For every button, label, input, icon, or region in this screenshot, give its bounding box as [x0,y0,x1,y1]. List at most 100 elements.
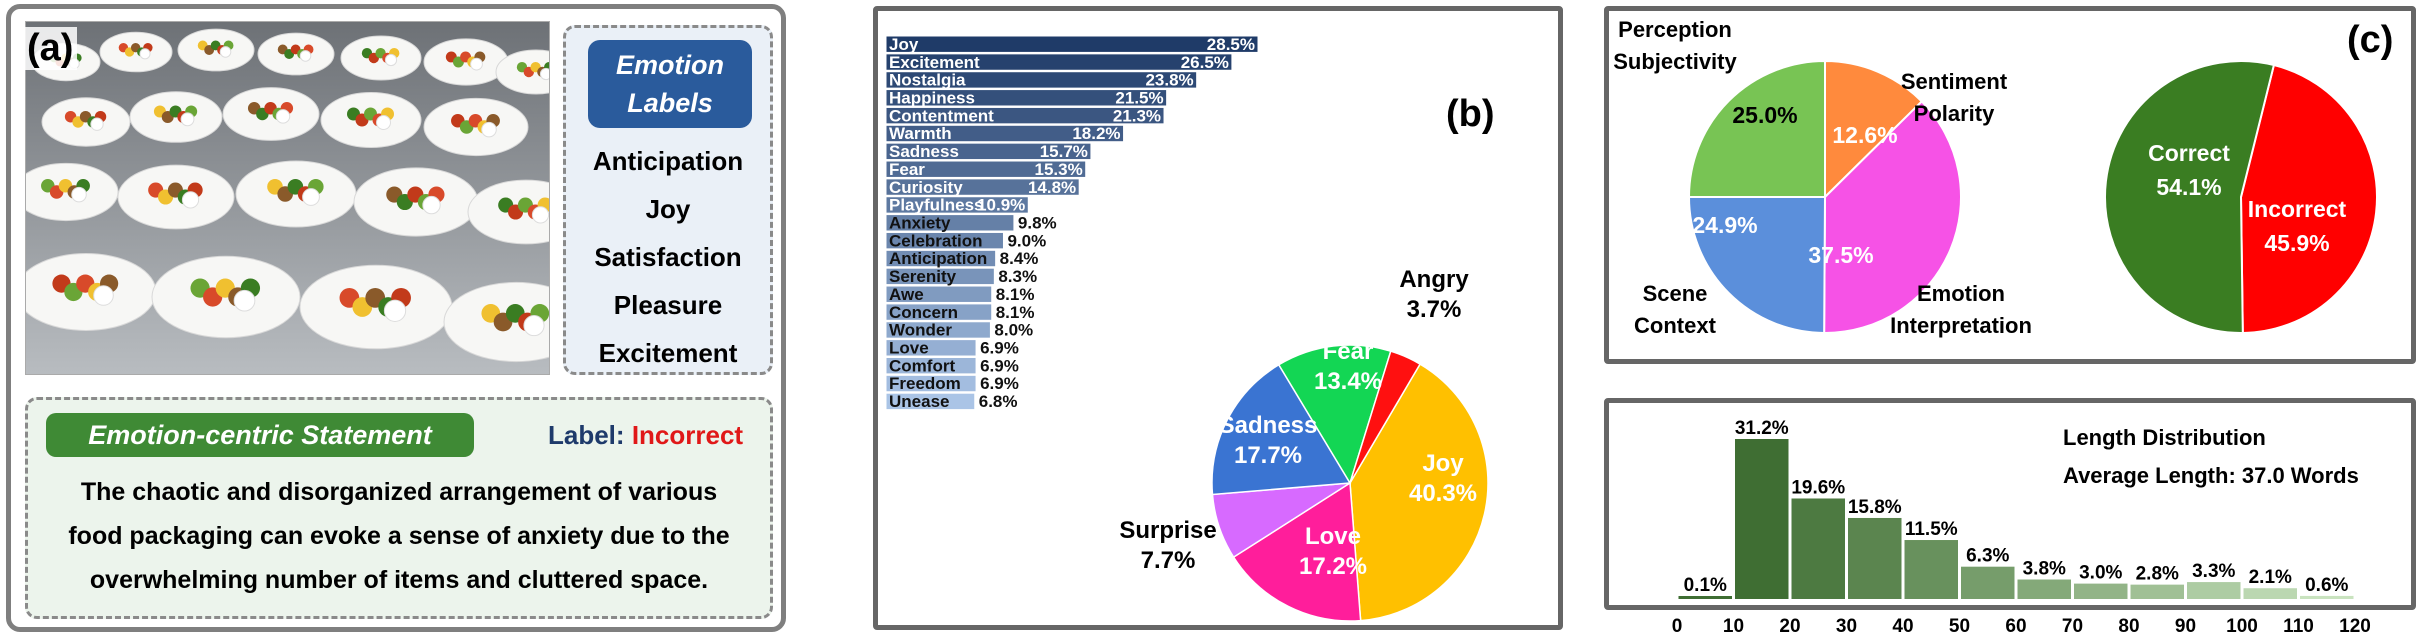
pie-slice-name: Love [1305,523,1361,550]
bar [885,89,1168,107]
bar-value-label: 6.9% [980,356,1019,375]
panel-c-letter: (c) [2347,19,2394,61]
bar-value-label: 6.8% [979,392,1018,411]
pie-slice [1687,59,1826,198]
bar-category-label: Comfort [889,356,955,375]
panel-d: 0.1% 31.2% 19.6% 15.8% 11.5% 6.3% 3.8% 3.0% 2.8%… [1604,398,2416,610]
bar-category-label: Nostalgia [889,71,966,90]
statement-title: Emotion-centric Statement [46,413,474,457]
bar-value-label: 23.8% [1145,71,1193,90]
histogram-bar [2243,588,2297,599]
bar [885,196,1029,214]
bar-category-label: Freedom [889,374,961,393]
pie-slice-name: Incorrect [2248,196,2347,222]
bar-category-label: Anxiety [889,214,951,233]
bar-category-label: Unease [889,392,949,411]
bar-value-label: 28.5% [1207,35,1255,54]
histogram-value-label: 11.5% [1905,519,1958,540]
pie-slice-value: 40.3% [1409,480,1477,507]
bar [885,124,1125,143]
pie-slice-value: 54.1% [2156,174,2221,200]
histogram-x-tick: 120 [2339,616,2371,637]
panel-b-letter: (b) [1446,93,1495,135]
histogram-bar [2300,595,2354,599]
histogram-x-tick: 70 [2062,616,2083,637]
pie-slice-value: 12.6% [1832,122,1897,148]
pie-slice [1349,350,1422,484]
bar-value-label: 9.0% [1007,231,1046,250]
histogram-value-label: 2.1% [2249,567,2292,588]
statement-label: Label: Incorrect [548,420,743,451]
pie-slice-value: 17.2% [1299,553,1367,580]
panel-c: 12.6% 37.5% 24.9% 25.0% Sentiment Polarity Emo… [1604,6,2416,364]
bar-category-label: Sadness [889,142,959,161]
pie-slice [1687,196,1827,335]
bar [885,303,993,321]
emotion-label: Satisfaction [594,242,742,272]
histogram-x-tick: 30 [1836,616,1857,637]
pie-slice-value: 24.9% [1692,212,1757,238]
histogram-bar [2130,584,2184,599]
bar-value-label: 8.3% [998,267,1037,286]
histogram-value-label: 6.3% [1966,546,2009,567]
bar-category-label: Love [889,339,929,358]
bar-value-label: 26.5% [1181,53,1229,72]
histogram-value-label: 0.1% [1684,575,1727,596]
correctness-pie-chart: Incorrect 45.9% Correct 54.1% [2104,60,2378,335]
bar [885,339,977,357]
histogram-bar [1791,498,1845,599]
emotion-bar-chart: Joy 28.5% Excitement 26.5% Nostalgia 23.8% Hap… [885,35,1259,411]
bar [885,214,1015,232]
bar-category-label: Happiness [889,88,975,107]
emotion-statement-box: Emotion-centric Statement Label: Incorre… [25,397,773,619]
bar-category-label: Awe [889,285,924,304]
histogram-bar [1904,540,1958,599]
histogram-value-label: 2.8% [2136,564,2179,585]
label-value: Incorrect [631,420,744,450]
bar [885,53,1233,71]
distribution-title: Length Distribution [2063,425,2266,450]
pie-slice-value: 25.0% [1732,102,1797,128]
panel-b: Joy 28.5% Excitement 26.5% Nostalgia 23.8% Hap… [873,6,1563,630]
pie-slice [1277,344,1392,485]
bar [885,392,976,411]
bar-value-label: 9.8% [1018,214,1057,233]
bar [885,178,1080,196]
histogram-bar [2074,583,2128,599]
emotion-labels-title-line1: Emotion [616,50,724,80]
plated-salads-photo [25,21,550,375]
bar-category-label: Anticipation [889,249,987,268]
histogram-value-label: 3.3% [2192,561,2235,582]
statement-line: The chaotic and disorganized arrangement… [80,478,718,506]
histogram-x-tick: 50 [1949,616,1970,637]
bar-value-label: 8.0% [994,321,1033,340]
histogram-bar [1961,566,2015,599]
bar-category-label: Concern [889,303,958,322]
emotion-label: Excitement [598,338,738,368]
bar-value-label: 10.9% [977,196,1025,215]
statement-line: overwhelming number of items and clutter… [89,566,709,594]
emotion-label: Pleasure [613,290,723,320]
bar-category-label: Joy [889,35,919,54]
pie-slice-name: Surprise [1119,517,1216,544]
pie-slice [1232,481,1362,622]
bar-value-label: 18.2% [1072,124,1120,143]
bar [885,106,1165,125]
length-histogram: 0.1% 31.2% 19.6%15.8%11.5% 6.3% 3.8% 3.0% 2.8%… [1678,418,2354,599]
error-type-pie-chart: 12.6% 37.5% 24.9% 25.0% Sentiment Polarity Emo… [1613,17,2032,338]
pie-slice-value: 37.5% [1808,242,1873,268]
pie-slice-name: Correct [2148,140,2230,166]
bar [885,267,995,286]
pie-slice-name: Sadness [1219,412,1318,439]
pie-slice [2104,60,2276,334]
histogram-value-label: 3.8% [2023,559,2066,580]
label-key: Label: [548,420,625,450]
bar-category-label: Wonder [889,321,952,340]
histogram-x-tick: 80 [2118,616,2139,637]
pie-slice-value: 17.7% [1234,442,1302,469]
bar-value-label: 21.3% [1113,106,1161,125]
histogram-x-tick: 40 [1892,616,1913,637]
statement-line: food packaging can evoke a sense of anxi… [68,522,730,550]
emotion-labels-title: Emotion Labels [588,40,752,128]
histogram-x-tick: 90 [2175,616,2196,637]
